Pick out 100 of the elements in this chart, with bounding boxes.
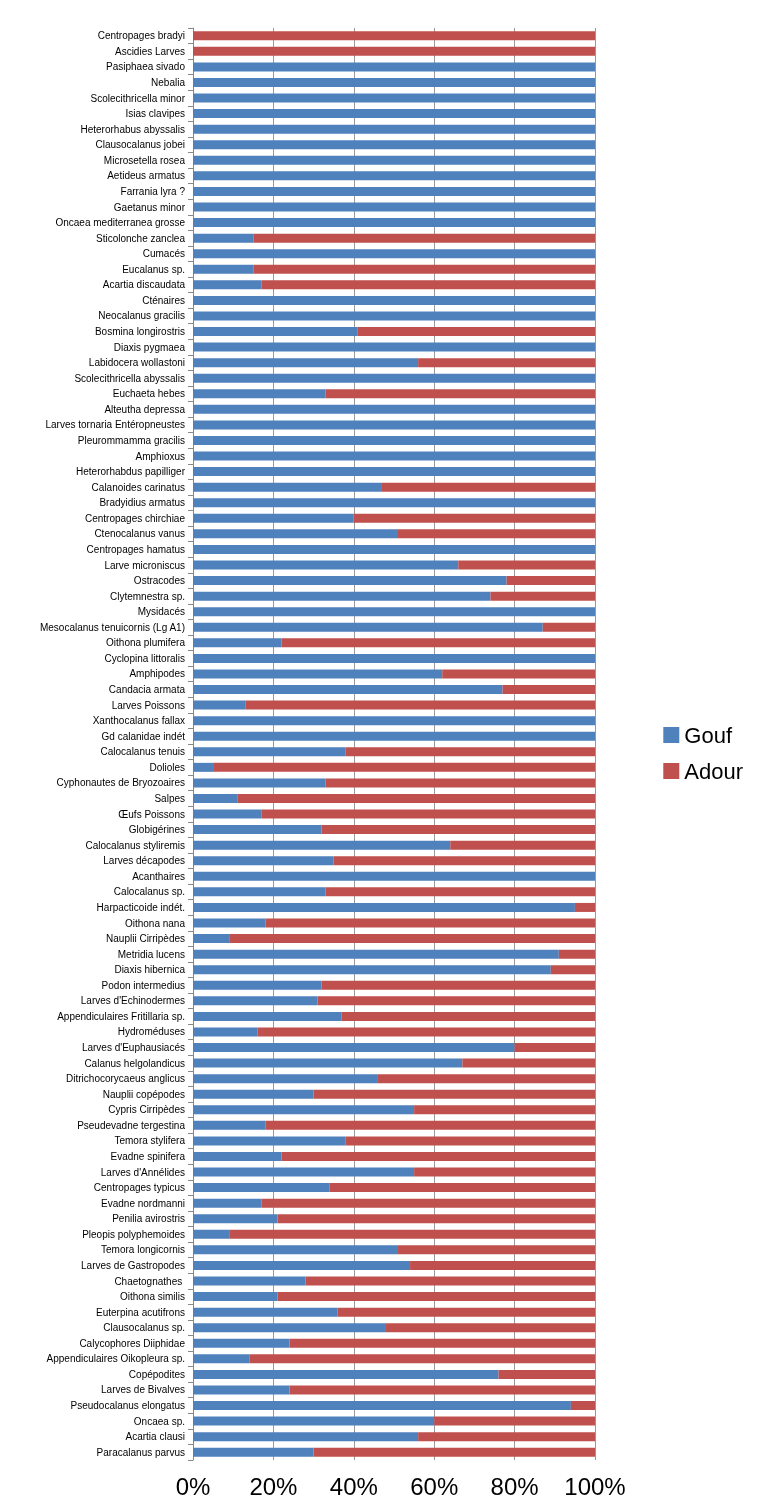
bar — [193, 1354, 250, 1364]
y-tick-label: Pleopis polyphemoides — [82, 1228, 185, 1240]
bar — [450, 840, 595, 850]
bar — [193, 607, 595, 617]
bar — [193, 498, 595, 508]
bar — [261, 809, 595, 819]
bar — [229, 934, 595, 944]
bar — [193, 1011, 342, 1021]
bar — [345, 747, 595, 757]
bar — [193, 622, 543, 632]
y-tick-label: Dolioles — [149, 761, 185, 773]
bar — [321, 825, 595, 835]
y-tick-label: Appendiculaires Oikopleura sp. — [46, 1353, 185, 1365]
y-tick-label: Centropages hamatus — [86, 543, 185, 555]
y-tick-label: Clytemnestra sp. — [109, 590, 185, 602]
bar — [193, 1043, 515, 1053]
bar — [490, 591, 595, 601]
y-tick-label: Clausocalanus sp. — [103, 1322, 185, 1334]
y-tick-label: Copépodites — [128, 1368, 185, 1380]
y-tick-label: Centropages chirchiae — [84, 512, 186, 524]
bar — [193, 1229, 230, 1239]
bar — [550, 965, 595, 975]
bar — [193, 109, 595, 119]
y-tick-label: Calycophores Diiphidae — [79, 1337, 186, 1349]
bar — [193, 513, 354, 523]
bar — [345, 1136, 595, 1146]
bar — [193, 825, 322, 835]
bar — [502, 685, 595, 695]
bar — [325, 778, 595, 788]
y-tick-label: Penilia avirostris — [112, 1213, 185, 1225]
y-tick-label: Diaxis hibernica — [114, 964, 186, 976]
bar — [498, 1369, 595, 1379]
y-tick-label: Larves de Bivalves — [101, 1384, 185, 1396]
bar — [193, 1183, 330, 1193]
bar — [257, 1027, 595, 1037]
bar — [193, 435, 595, 445]
bar — [213, 762, 595, 772]
y-tick-label: Amphioxus — [135, 450, 185, 462]
bar — [229, 1229, 595, 1239]
y-tick-label: Oncaea mediterranea grosse — [55, 217, 186, 229]
bar — [325, 389, 595, 399]
y-tick-label: Candacia armata — [108, 684, 186, 696]
y-tick-label: Microsetella rosea — [103, 154, 186, 166]
y-tick-label: Nebalia — [151, 76, 186, 88]
y-tick-label: Bradyidius armatus — [99, 497, 185, 509]
y-tick-label: Oithona nana — [124, 917, 186, 929]
y-tick-label: Nauplii copépodes — [102, 1088, 185, 1100]
y-tick-label: Diaxis pygmaea — [113, 341, 186, 353]
y-tick-label: Calocalanus sp. — [113, 886, 185, 898]
bar — [289, 1338, 595, 1348]
bar — [193, 887, 326, 897]
y-tick-label: Larves Poissons — [111, 699, 185, 711]
bar — [193, 1120, 266, 1130]
bar — [313, 1447, 595, 1457]
y-tick-label: Appendiculaires Fritillaria sp. — [57, 1010, 185, 1022]
bar — [193, 1416, 435, 1426]
y-tick-label: Chaetognathes — [114, 1275, 185, 1287]
bar — [193, 1245, 399, 1255]
bar — [193, 420, 595, 430]
y-tick-label: Cumacés — [142, 248, 185, 260]
y-tick-label: Xanthocalanus fallax — [92, 715, 185, 727]
bar — [193, 155, 595, 165]
bar — [193, 949, 559, 959]
bar — [574, 902, 595, 912]
y-tick-label: Eucalanus sp. — [122, 263, 185, 275]
bar — [193, 793, 238, 803]
bar — [193, 451, 595, 461]
y-tick-label: Pseudocalanus elongatus — [70, 1400, 185, 1412]
bar — [193, 996, 318, 1006]
y-tick-label: Cyphonautes de Bryozoaires — [56, 777, 185, 789]
bar — [193, 1292, 278, 1302]
y-tick-label: Cypris Cirripèdes — [108, 1104, 185, 1116]
bar — [193, 934, 230, 944]
y-tick-label: Mysidacés — [137, 606, 185, 618]
bar — [193, 871, 595, 881]
bar — [353, 513, 595, 523]
y-tick-label: Euterpina acutifrons — [96, 1306, 185, 1318]
bar — [193, 716, 595, 726]
y-tick-label: Ctenocalanus vanus — [94, 528, 185, 540]
bar — [193, 295, 595, 305]
bar — [265, 918, 595, 928]
legend-label: Gouf — [684, 722, 733, 748]
y-tick-label: Calocalanus tenuis — [100, 746, 185, 758]
bar — [414, 1105, 595, 1115]
bar — [193, 840, 451, 850]
y-tick-label: Heterorhabus abyssalis — [80, 123, 185, 135]
bar — [193, 186, 595, 196]
y-tick-label: Euchaeta hebes — [112, 388, 185, 400]
bar — [414, 1167, 595, 1177]
bar — [193, 31, 595, 41]
bar — [337, 1307, 595, 1317]
y-tick-label: Nauplii Cirripèdes — [106, 933, 185, 945]
bar — [281, 638, 595, 648]
y-tick-label: Ostracodes — [133, 575, 185, 587]
bar — [193, 529, 399, 539]
bar — [321, 980, 595, 990]
y-tick-label: Larves tornaria Entéropneustes — [45, 419, 185, 431]
y-tick-label: Oncaea sp. — [133, 1415, 185, 1427]
bar — [193, 202, 595, 212]
y-tick-label: Larves d'Echinodermes — [80, 995, 185, 1007]
